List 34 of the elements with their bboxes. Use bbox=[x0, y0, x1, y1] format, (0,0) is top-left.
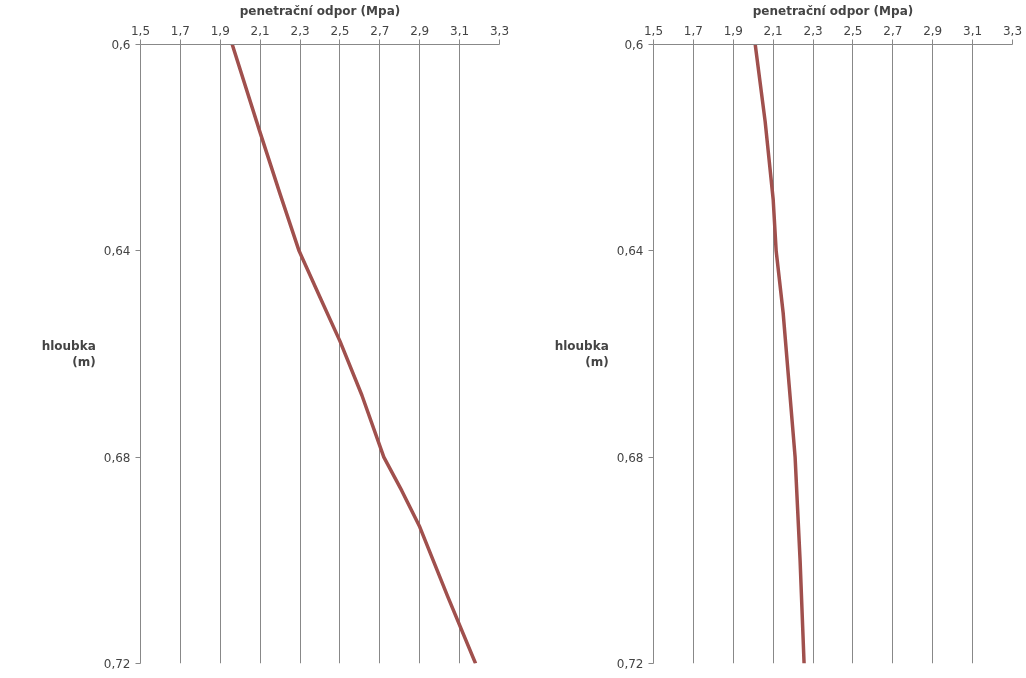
x-axis-title: penetrační odpor (Mpa) bbox=[752, 3, 914, 18]
x-tick-label: 1,9 bbox=[723, 23, 743, 38]
x-tick-label: 2,7 bbox=[370, 23, 390, 38]
y-axis-title: hloubka (m) bbox=[554, 338, 609, 370]
x-tick-label: 1,9 bbox=[210, 23, 230, 38]
x-tick-label: 1,7 bbox=[170, 23, 190, 38]
x-tick-label: 1,5 bbox=[643, 23, 664, 38]
x-tick-label: 2,9 bbox=[410, 23, 430, 38]
y-tick-label: 0,68 bbox=[616, 450, 644, 465]
y-tick-label: 0,72 bbox=[103, 657, 131, 671]
x-tick-label: 3,3 bbox=[489, 23, 510, 38]
x-tick-label: 2,9 bbox=[923, 23, 943, 38]
y-axis-title: hloubka (m) bbox=[41, 338, 96, 370]
x-tick-label: 2,5 bbox=[330, 23, 350, 38]
x-axis-title: penetrační odpor (Mpa) bbox=[239, 3, 401, 18]
x-tick-label: 2,3 bbox=[803, 23, 823, 38]
x-tick-label: 2,3 bbox=[290, 23, 310, 38]
x-tick-label: 2,1 bbox=[763, 23, 783, 38]
y-tick-label: 0,6 bbox=[111, 38, 131, 52]
x-tick-label: 3,1 bbox=[963, 23, 983, 38]
x-tick-label: 2,7 bbox=[883, 23, 903, 38]
y-tick-label: 0,64 bbox=[616, 244, 644, 259]
y-tick-label: 0,72 bbox=[616, 657, 644, 671]
y-tick-label: 0,6 bbox=[624, 38, 644, 52]
x-tick-label: 2,1 bbox=[250, 23, 270, 38]
y-tick-label: 0,68 bbox=[103, 450, 131, 465]
x-tick-label: 1,7 bbox=[683, 23, 703, 38]
x-tick-label: 2,5 bbox=[843, 23, 863, 38]
x-tick-label: 3,3 bbox=[1002, 23, 1023, 38]
x-tick-label: 1,5 bbox=[130, 23, 151, 38]
y-tick-label: 0,64 bbox=[103, 244, 131, 259]
line-series bbox=[230, 44, 478, 664]
line-series bbox=[753, 44, 806, 664]
x-tick-label: 3,1 bbox=[450, 23, 470, 38]
